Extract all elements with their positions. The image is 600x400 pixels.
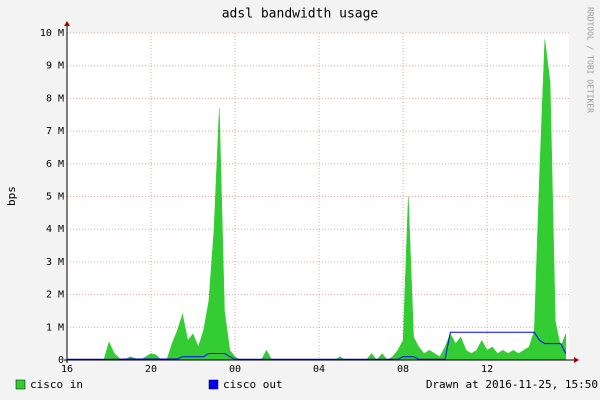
y-axis-label: bps: [5, 186, 18, 206]
footer: Drawn at 2016-11-25, 15:50: [426, 378, 598, 391]
y-tick-label: 7 M: [46, 126, 64, 137]
y-tick-label: 9 M: [46, 61, 64, 72]
y-tick-label: 6 M: [46, 159, 64, 170]
y-tick-label: 0: [58, 355, 64, 366]
chart-title: adsl bandwidth usage: [222, 7, 379, 22]
x-tick-label: 04: [313, 364, 325, 375]
side-label: RRDTOOL / TOBI OETIKER: [586, 7, 595, 113]
y-tick-label: 2 M: [46, 290, 64, 301]
y-tick-label: 4 M: [46, 224, 64, 235]
x-axis-arrow: [574, 357, 579, 363]
x-tick-label: 20: [145, 364, 157, 375]
line: [67, 331, 567, 360]
legend-label: cisco out: [223, 378, 283, 391]
x-tick-label: 00: [229, 364, 241, 375]
y-axis-arrow: [64, 21, 70, 26]
y-tick-label: 8 M: [46, 93, 64, 104]
y-tick-label: 1 M: [46, 322, 64, 333]
x-tick-label: 12: [481, 364, 493, 375]
legend-swatch: [15, 379, 26, 390]
legend-swatch: [208, 379, 219, 390]
y-tick-label: 5 M: [46, 192, 64, 203]
legend-label: cisco in: [30, 378, 83, 391]
x-tick-label: 16: [61, 364, 73, 375]
y-tick-label: 3 M: [46, 257, 64, 268]
x-tick-label: 08: [397, 364, 409, 375]
y-tick-label: 10 M: [40, 28, 64, 39]
